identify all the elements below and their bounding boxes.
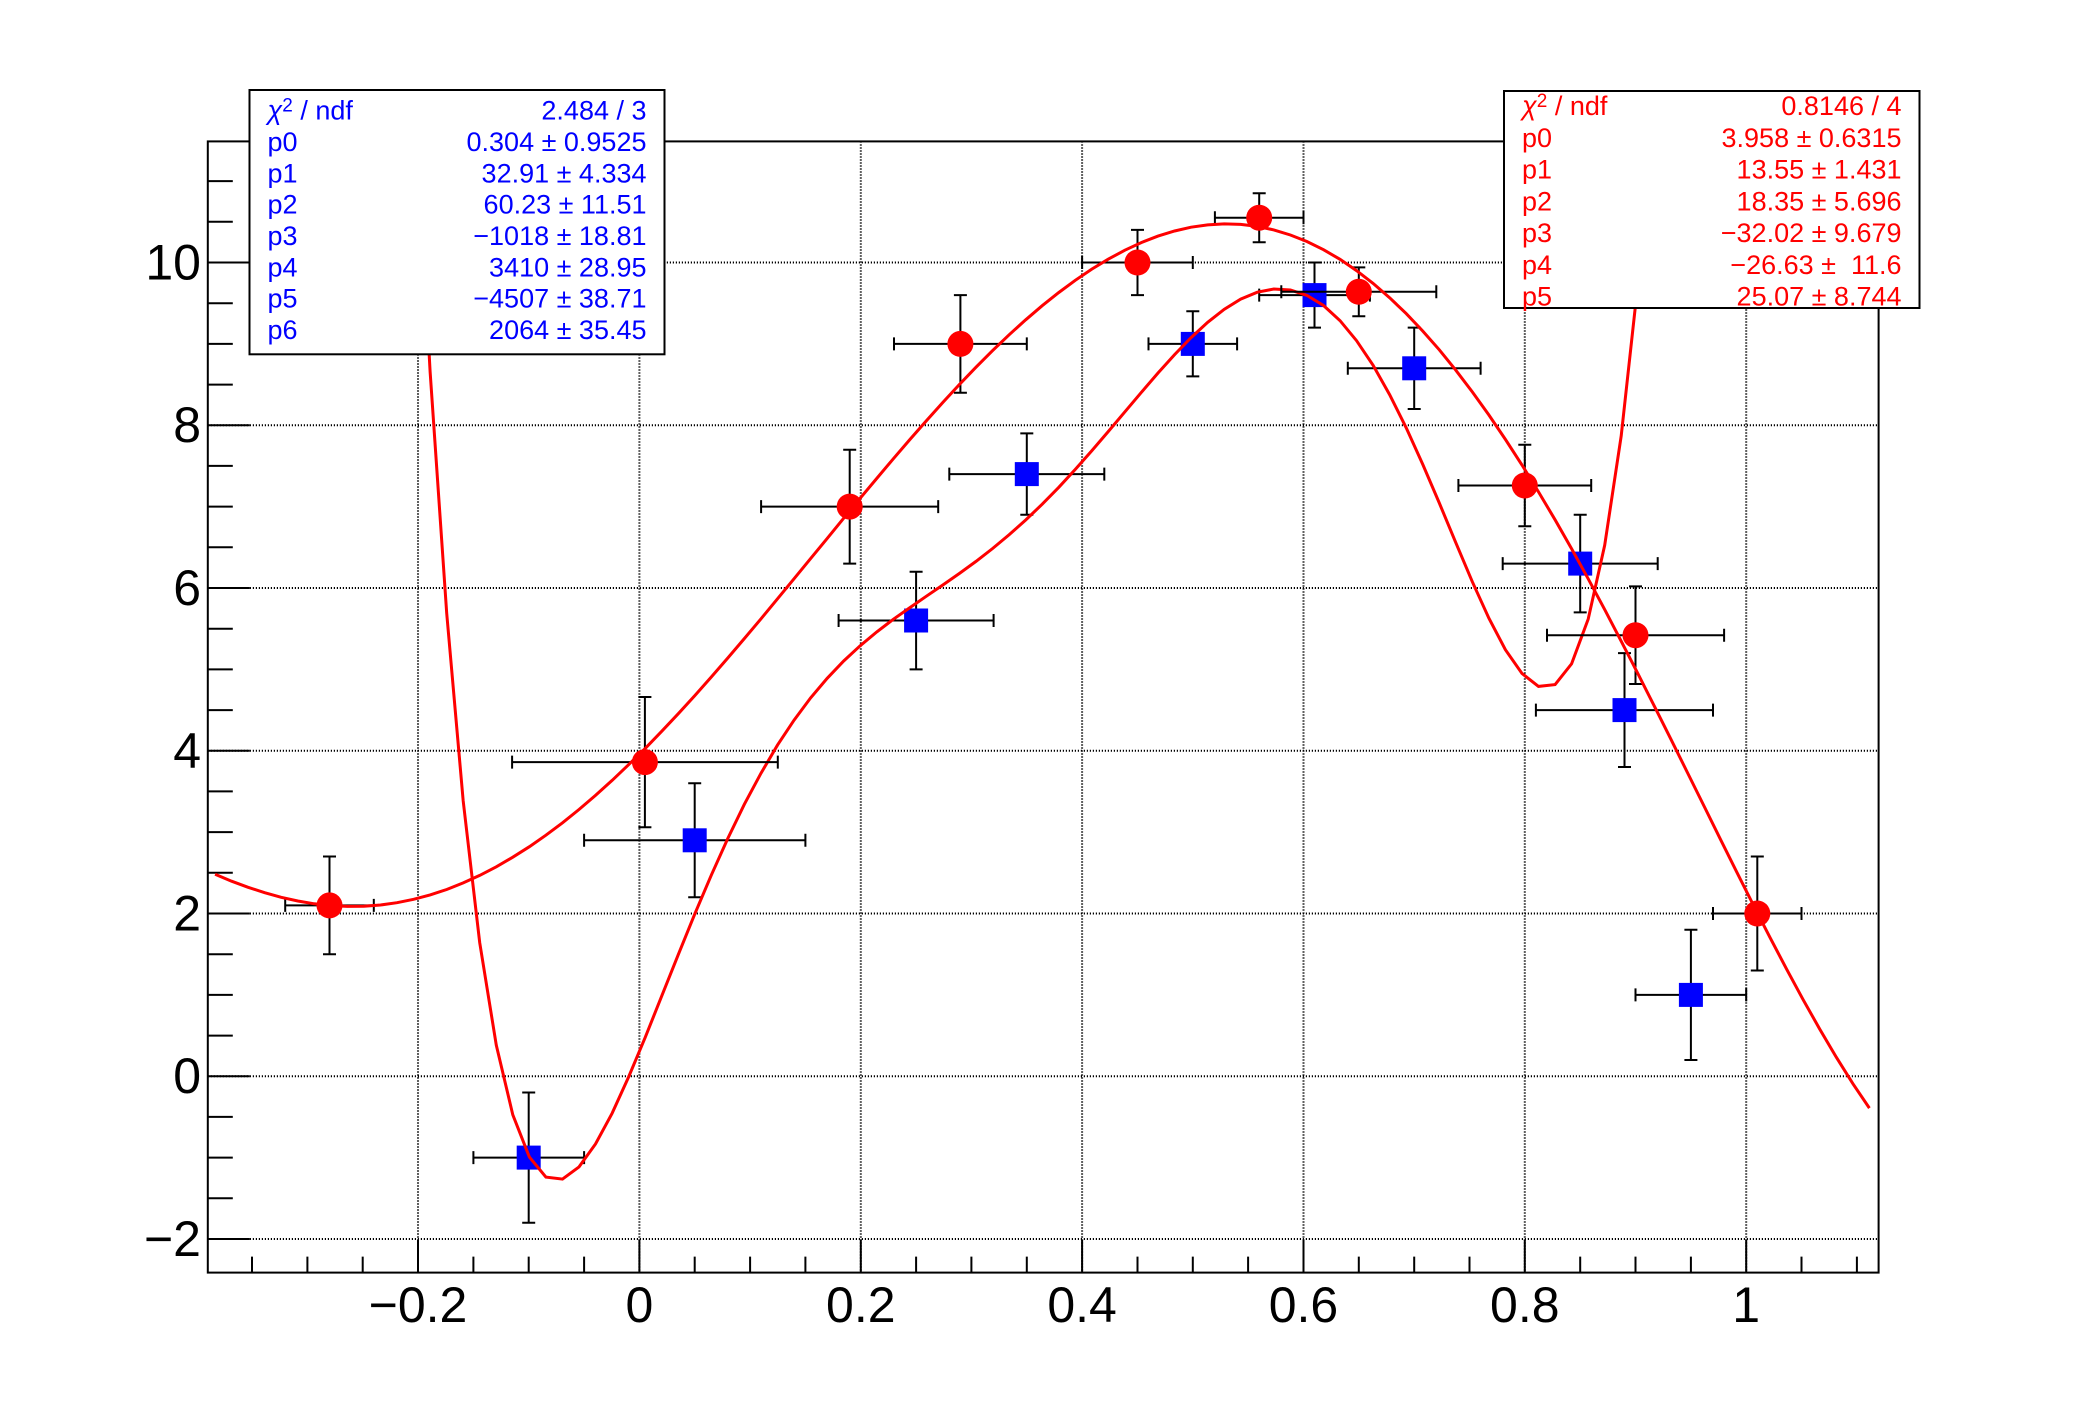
svg-text:−0.2: −0.2 bbox=[369, 1277, 468, 1333]
svg-text:p6: p6 bbox=[268, 315, 298, 345]
svg-text:10: 10 bbox=[145, 235, 201, 291]
svg-text:χ2 / ndf: χ2 / ndf bbox=[266, 96, 354, 126]
svg-text:4: 4 bbox=[173, 723, 201, 779]
svg-text:2.484 / 3: 2.484 / 3 bbox=[541, 96, 646, 126]
svg-text:2064 ± 35.45: 2064 ± 35.45 bbox=[489, 315, 646, 345]
svg-text:p4: p4 bbox=[1522, 250, 1552, 280]
svg-text:0.6: 0.6 bbox=[1269, 1277, 1339, 1333]
svg-text:0.8: 0.8 bbox=[1490, 1277, 1560, 1333]
svg-text:p0: p0 bbox=[268, 127, 298, 157]
svg-text:13.55 ± 1.431: 13.55 ± 1.431 bbox=[1737, 155, 1902, 185]
svg-text:p2: p2 bbox=[268, 190, 298, 220]
svg-text:25.07 ± 8.744: 25.07 ± 8.744 bbox=[1737, 282, 1902, 312]
svg-text:3.958 ± 0.6315: 3.958 ± 0.6315 bbox=[1722, 123, 1902, 153]
svg-text:−2: −2 bbox=[144, 1211, 201, 1267]
svg-text:60.23 ± 11.51: 60.23 ± 11.51 bbox=[484, 190, 647, 220]
svg-text:p0: p0 bbox=[1522, 123, 1552, 153]
svg-text:0: 0 bbox=[625, 1277, 653, 1333]
svg-text:p4: p4 bbox=[268, 252, 298, 282]
svg-text:p5: p5 bbox=[1522, 282, 1552, 312]
svg-text:1: 1 bbox=[1732, 1277, 1760, 1333]
svg-text:p2: p2 bbox=[1522, 186, 1552, 216]
svg-text:3410 ± 28.95: 3410 ± 28.95 bbox=[489, 252, 646, 282]
svg-text:χ2 / ndf: χ2 / ndf bbox=[1520, 91, 1608, 121]
svg-text:p1: p1 bbox=[268, 158, 298, 188]
svg-text:18.35 ± 5.696: 18.35 ± 5.696 bbox=[1737, 186, 1902, 216]
svg-text:6: 6 bbox=[173, 560, 201, 616]
svg-text:p3: p3 bbox=[268, 221, 298, 251]
svg-text:0.2: 0.2 bbox=[826, 1277, 896, 1333]
svg-text:−26.63 ± 11.6: −26.63 ± 11.6 bbox=[1730, 250, 1901, 280]
svg-text:8: 8 bbox=[173, 397, 201, 453]
svg-text:0: 0 bbox=[173, 1048, 201, 1104]
svg-text:32.91 ± 4.334: 32.91 ± 4.334 bbox=[482, 158, 647, 188]
svg-text:2: 2 bbox=[173, 886, 201, 942]
svg-text:0.4: 0.4 bbox=[1047, 1277, 1117, 1333]
svg-text:−32.02 ± 9.679: −32.02 ± 9.679 bbox=[1721, 218, 1902, 248]
svg-text:0.304 ± 0.9525: 0.304 ± 0.9525 bbox=[467, 127, 647, 157]
svg-text:0.8146 / 4: 0.8146 / 4 bbox=[1781, 91, 1901, 121]
svg-text:−1018 ± 18.81: −1018 ± 18.81 bbox=[473, 221, 646, 251]
svg-text:p3: p3 bbox=[1522, 218, 1552, 248]
svg-text:−4507 ± 38.71: −4507 ± 38.71 bbox=[473, 284, 646, 314]
svg-text:p1: p1 bbox=[1522, 155, 1552, 185]
svg-text:p5: p5 bbox=[268, 284, 298, 314]
